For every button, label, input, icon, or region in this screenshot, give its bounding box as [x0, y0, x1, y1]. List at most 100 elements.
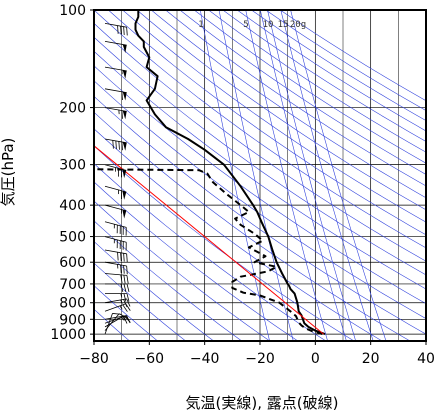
x-tick-label: −60 [135, 351, 165, 367]
wind-barb [104, 23, 128, 36]
wind-barb-feather [123, 315, 128, 324]
wind-barb-feather [123, 275, 126, 284]
wind-barb-half-feather [122, 316, 126, 321]
wind-barb [104, 273, 129, 284]
wind-barb-staff [104, 236, 127, 243]
x-tick-label: 20 [362, 351, 380, 367]
wind-barb-feather [122, 304, 128, 312]
mixing-ratio-line [260, 10, 347, 341]
dry-adiabat-line [222, 10, 426, 142]
y-tick-label: 1000 [50, 327, 86, 343]
wind-barb-feather [126, 315, 131, 324]
wind-barb [104, 107, 127, 120]
y-axis-title: 気圧(hPa) [0, 138, 17, 207]
y-tick-label: 400 [59, 198, 86, 214]
wind-barb [104, 138, 127, 151]
wind-barb-pennant [122, 209, 127, 219]
wind-barb-half-feather [119, 305, 123, 310]
dry-adiabat-line [94, 163, 327, 341]
wind-barb-feather [123, 299, 128, 308]
dry-adiabat-line [94, 95, 426, 335]
wind-barb-pennant [122, 142, 127, 151]
wind-barb-pennant [122, 91, 127, 101]
dry-adiabat-line [94, 262, 186, 341]
wind-barb-staff [104, 107, 127, 112]
y-tick-label: 900 [59, 312, 86, 328]
wind-barb [104, 41, 127, 54]
wind-barb-feather [118, 141, 120, 150]
wind-barb-feather [120, 252, 122, 262]
wind-barb-feather [112, 140, 114, 149]
wind-barb [104, 236, 127, 251]
dry-adiabat-line [94, 241, 214, 341]
wind-barb-feather [117, 252, 119, 261]
wind-barb-feather [120, 264, 122, 274]
dry-adiabat-line [265, 10, 426, 111]
wind-barbs [104, 23, 131, 335]
x-axis: −80 −60 −40 −20 0 20 40 [79, 341, 435, 367]
mixing-ratio-label: 10 [263, 20, 274, 30]
mixing-ratio-line [218, 10, 294, 341]
mixing-ratio-label: 20g [290, 20, 306, 30]
mixing-ratio-labels: 1 5 10 15 20g [198, 20, 306, 30]
wind-barb-pennant [122, 110, 127, 120]
wind-barb-staff [104, 88, 127, 93]
gridlines [94, 10, 426, 341]
wind-barb-half-feather [120, 293, 123, 298]
x-tick-label: −40 [190, 351, 220, 367]
wind-barb-feather [126, 298, 131, 307]
wind-barb-feather [117, 25, 119, 34]
wind-barb-staff [104, 315, 127, 320]
wind-barb-feather [120, 274, 123, 284]
wind-barb-feather [123, 253, 125, 262]
x-tick-label: 0 [311, 351, 320, 367]
wind-barb-feather [126, 27, 128, 36]
wind-barb-staff [104, 23, 127, 28]
dry-adiabat-line [280, 10, 426, 102]
dry-adiabat-line [208, 10, 426, 153]
wind-barb [104, 204, 127, 219]
temperature-line [134, 10, 326, 336]
wind-barb [104, 164, 127, 179]
y-tick-label: 300 [59, 158, 86, 174]
wind-barb-feather [115, 140, 117, 150]
wind-barb-feather [121, 141, 123, 151]
dry-adiabat-line [251, 10, 426, 121]
wind-barb-staff [104, 66, 127, 72]
wind-barb [104, 88, 127, 101]
wind-barb [104, 315, 131, 324]
wind-barb-staff [104, 313, 120, 331]
wind-barb-pennant [122, 70, 127, 79]
wind-barb-half-feather [120, 299, 123, 304]
wind-barb-staff [104, 138, 127, 144]
wind-barb-feather [120, 26, 122, 35]
wind-barb [104, 261, 128, 275]
y-tick-label: 100 [59, 3, 86, 19]
wind-barb-staff [104, 41, 127, 46]
dry-adiabat-line [94, 200, 270, 341]
wind-barb-feather [123, 265, 125, 274]
dry-adiabats [94, 10, 426, 341]
dry-adiabat-line [94, 181, 299, 341]
mixing-ratio-line [245, 10, 328, 341]
dry-adiabat-line [151, 10, 426, 199]
dry-adiabat-line [94, 50, 426, 290]
wind-barb-staff [104, 249, 127, 255]
mixing-ratio-lines [200, 10, 387, 341]
dry-adiabat-line [94, 80, 426, 319]
wind-barb-feather [121, 110, 123, 119]
wind-barb-staff [104, 261, 127, 267]
wind-barb-feather [123, 26, 125, 35]
plot-area [93, 9, 427, 342]
x-tick-label: 40 [417, 351, 435, 367]
mixing-ratio-line [267, 10, 356, 341]
mixing-ratio-line [290, 10, 387, 341]
wind-barb-staff [104, 204, 127, 212]
dry-adiabat-line [94, 128, 383, 341]
wind-barb-feather [123, 283, 127, 292]
wind-barb-staff [104, 273, 127, 276]
dry-adiabat-line [94, 220, 242, 341]
wind-barb [104, 298, 131, 308]
